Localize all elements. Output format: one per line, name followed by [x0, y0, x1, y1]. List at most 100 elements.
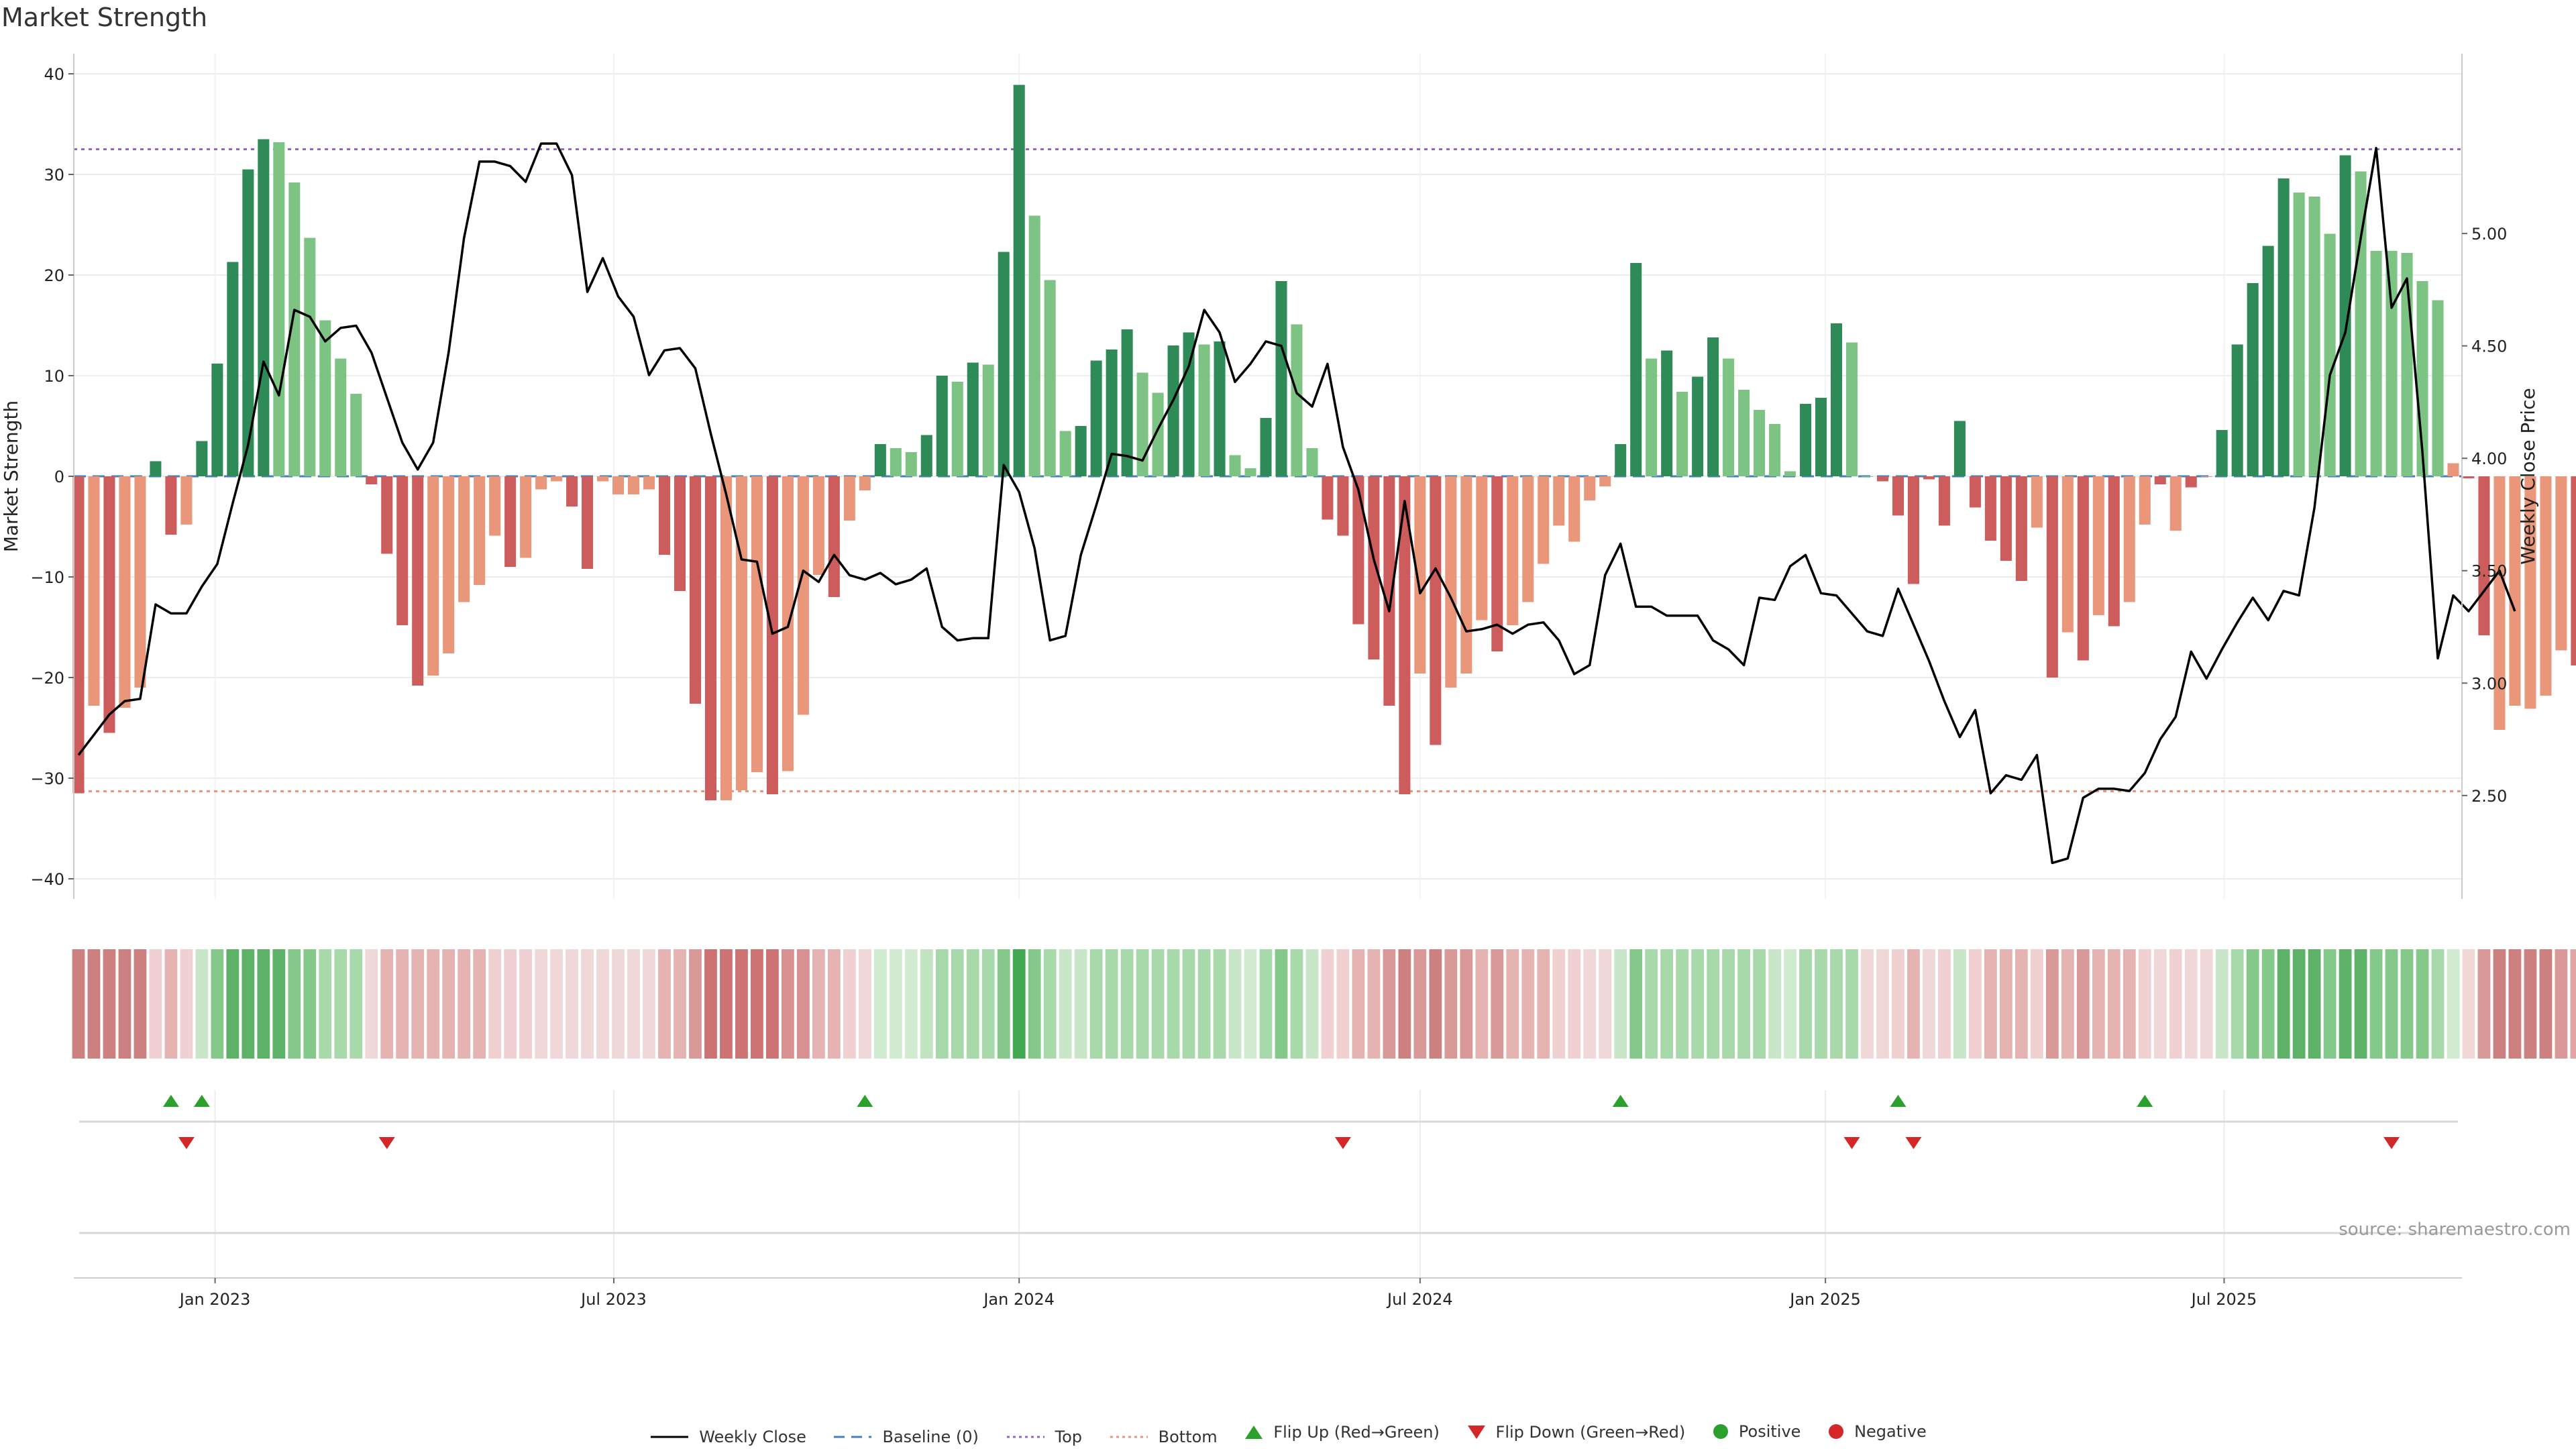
heat-cell — [1120, 949, 1134, 1059]
heat-cell — [1491, 949, 1504, 1059]
strength-bar — [1615, 444, 1627, 476]
y-tick-label: 0 — [54, 468, 64, 486]
strength-bar — [335, 358, 347, 476]
heat-cell — [1969, 949, 1982, 1059]
x-tick-label: Jul 2025 — [2190, 1290, 2257, 1309]
strength-bar — [1059, 431, 1071, 476]
heat-cell — [1984, 949, 1997, 1059]
strength-bar — [1630, 263, 1642, 476]
legend-label: Weekly Close — [699, 1428, 806, 1446]
heat-cell — [133, 949, 147, 1059]
legend-label: Flip Down (Green→Red) — [1495, 1423, 1686, 1442]
heat-cell — [1861, 949, 1874, 1059]
strength-bar — [1476, 476, 1488, 621]
heat-cell — [365, 949, 378, 1059]
strength-bar — [1090, 360, 1102, 476]
price-line-layer — [77, 142, 2516, 865]
heat-cell — [211, 949, 224, 1059]
heat-cell — [2061, 949, 2074, 1059]
heat-cell — [2354, 949, 2367, 1059]
flip-up-marker — [1890, 1095, 1907, 1107]
heat-cell — [796, 949, 810, 1059]
flip-up-marker — [857, 1095, 873, 1107]
strength-bar — [165, 476, 177, 535]
strength-bar — [1013, 85, 1025, 476]
strength-bar — [1399, 476, 1411, 794]
strength-bar — [504, 476, 517, 567]
triangle-up-icon — [1245, 1426, 1263, 1439]
strength-bar — [982, 364, 994, 476]
heat-cell — [674, 949, 686, 1059]
strength-bar — [443, 476, 455, 653]
heat-cell — [2477, 949, 2491, 1059]
strength-bar — [874, 444, 886, 476]
heat-cell — [1629, 949, 1643, 1059]
heat-cell — [257, 949, 270, 1059]
strength-bar — [1969, 476, 1981, 508]
legend-weekly-close: Weekly Close — [649, 1428, 806, 1446]
heat-cell — [1799, 949, 1812, 1059]
flip-down-marker — [378, 1137, 395, 1149]
heat-cell — [951, 949, 964, 1059]
strength-bar — [2216, 430, 2228, 476]
flip-up-marker — [162, 1095, 179, 1107]
heat-cell — [1228, 949, 1242, 1059]
y-tick-label: −20 — [30, 669, 64, 688]
heat-cell — [504, 949, 517, 1059]
heat-cell — [380, 949, 394, 1059]
heat-cell — [612, 949, 625, 1059]
strength-bar — [2185, 476, 2197, 488]
heat-cell — [2431, 949, 2445, 1059]
line-swatch-icon — [651, 1436, 689, 1438]
heat-cell — [2385, 949, 2398, 1059]
heat-cell — [1583, 949, 1597, 1059]
legend-flip-up: Flip Up (Red→Green) — [1244, 1423, 1440, 1442]
strength-bar — [1183, 332, 1195, 476]
heat-cell — [473, 949, 486, 1059]
strength-bar — [720, 476, 732, 800]
heat-cell — [1691, 949, 1705, 1059]
strength-bar — [1322, 476, 1334, 520]
strength-bar — [566, 476, 578, 506]
heat-cell — [1506, 949, 1519, 1059]
flip-up-marker — [1612, 1095, 1629, 1107]
y2-axis-title: Weekly Close Price — [2517, 388, 2539, 564]
heat-cell — [1676, 949, 1689, 1059]
strength-bar — [2077, 476, 2089, 661]
strength-bar — [381, 476, 393, 554]
flip-down-marker — [2383, 1137, 2400, 1149]
strength-bar — [474, 476, 486, 585]
heat-cell — [873, 949, 887, 1059]
strength-bar — [2108, 476, 2120, 627]
axes: 40 30 20 10 0 −10 −20 −30 −40 5.00 4.50 4.00 3.50 3.0… — [0, 54, 2539, 1309]
heat-cell — [1398, 949, 1411, 1059]
strength-bar — [2231, 344, 2243, 476]
strength-bar — [258, 139, 270, 476]
heat-cell — [2416, 949, 2429, 1059]
heat-cell — [766, 949, 779, 1059]
heat-cell — [2045, 949, 2059, 1059]
heat-cell — [103, 949, 116, 1059]
heat-cell — [272, 949, 286, 1059]
heat-cell — [2184, 949, 2198, 1059]
strength-bar — [2370, 251, 2382, 476]
strength-bar — [797, 476, 809, 715]
heat-cell — [2400, 949, 2414, 1059]
heat-cell — [751, 949, 763, 1059]
strength-bar — [1044, 280, 1056, 476]
heat-cell — [334, 949, 347, 1059]
flip-markers — [74, 1095, 2462, 1279]
flip-down-marker — [1905, 1137, 1922, 1149]
legend-bottom: Bottom — [1109, 1428, 1218, 1446]
heat-cell — [1275, 949, 1288, 1059]
strength-bar — [998, 252, 1010, 476]
strength-bar — [2324, 233, 2336, 476]
strength-bar — [1553, 476, 1565, 526]
strength-bar — [103, 476, 115, 733]
strength-bar — [1830, 323, 1843, 476]
heat-cell — [1599, 949, 1612, 1059]
strength-bar — [582, 476, 594, 569]
heat-cell — [1244, 949, 1257, 1059]
strength-bar — [1769, 424, 1781, 476]
strength-bar — [1568, 476, 1580, 542]
